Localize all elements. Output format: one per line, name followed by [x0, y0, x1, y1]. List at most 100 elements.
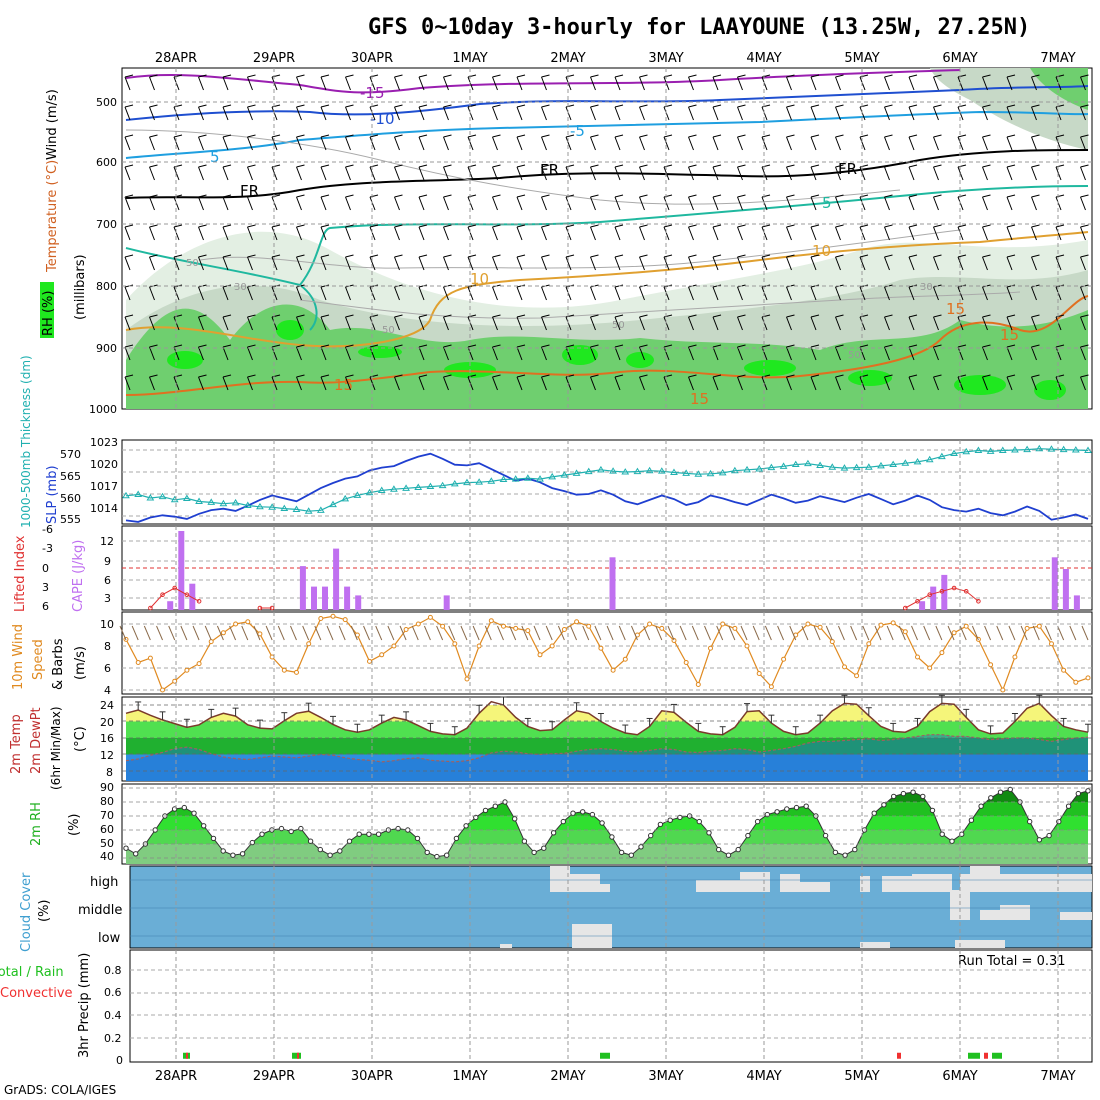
wind-barb-flag — [933, 254, 942, 258]
wind-barb — [639, 376, 645, 391]
wind-barb-flag — [786, 104, 795, 108]
wind-barb-flag — [541, 254, 550, 258]
rh-point — [745, 832, 751, 839]
wind-barb — [614, 286, 621, 301]
wind-barb-flag — [320, 74, 330, 78]
surface-wind-barb — [959, 625, 967, 641]
wind-barb — [394, 76, 400, 91]
wind-barb-flag — [884, 134, 893, 138]
wind-barb — [198, 316, 204, 331]
surface-wind-barb — [570, 625, 578, 641]
wind-barb — [933, 256, 939, 271]
cape-ytick: 9 — [104, 555, 111, 568]
wind-barb-flag — [418, 74, 428, 78]
precip-ytick: 0.2 — [104, 1032, 122, 1045]
wind-barb-flag — [1055, 254, 1065, 258]
thickness-marker — [1047, 445, 1056, 452]
rh-point — [453, 835, 460, 842]
wind-barb-flag — [149, 74, 158, 78]
surface-wind-barb — [168, 625, 176, 641]
wind-barb — [149, 76, 155, 91]
thickness-marker — [597, 465, 605, 473]
wind-barb-flag — [198, 224, 207, 228]
chart-title: GFS 0~10day 3-hourly for LAAYOUNE (13.25… — [368, 15, 1030, 40]
rh-point — [512, 816, 518, 822]
wind-barb — [222, 346, 229, 361]
run-total: Run Total = 0.31 — [958, 954, 1066, 969]
wind-barb — [516, 256, 523, 271]
thickness-marker — [207, 498, 216, 505]
wind-barb-flag — [712, 224, 722, 228]
wind-barb — [1031, 76, 1037, 91]
wind-barb — [786, 346, 792, 361]
wind-barb — [541, 76, 547, 91]
wind-barb-flag — [394, 134, 403, 138]
wind-barb-flag — [982, 74, 991, 78]
wind-barb — [590, 316, 596, 331]
wind-barb-flag — [933, 164, 942, 168]
wind-barb — [418, 256, 425, 271]
temp-units: (°C) — [73, 726, 88, 752]
wind-barb-flag — [124, 104, 134, 108]
wind-barb-flag — [737, 164, 746, 168]
wind-barb-flag — [712, 314, 722, 318]
wind-barb-flag — [859, 164, 869, 168]
cloud-units: (%) — [37, 900, 52, 923]
surface-wind-barb — [752, 625, 760, 641]
wind-barb — [124, 256, 131, 271]
rh-bright-cell — [276, 320, 304, 340]
wind-barb-flag — [1080, 104, 1089, 108]
wind-barb — [761, 226, 768, 241]
wind-barb-flag — [639, 344, 648, 348]
wind-barb — [908, 166, 915, 181]
wind-barb-flag — [173, 194, 183, 198]
wind-speed-point — [708, 645, 713, 651]
wind-barb — [712, 346, 719, 361]
cloud-block — [860, 876, 870, 892]
rh-point — [784, 806, 790, 812]
thickness-marker — [791, 460, 800, 468]
wind-barb-flag — [271, 224, 281, 228]
wind-barb-flag — [149, 134, 158, 138]
rh-point — [444, 852, 450, 858]
thickness-marker — [523, 474, 532, 481]
surface-wind-barb — [740, 625, 748, 641]
wind-barb — [149, 346, 155, 361]
wind-barb — [933, 136, 939, 151]
wind-speed-point — [525, 628, 531, 634]
wind-barb-flag — [810, 254, 820, 258]
wind-barb — [1055, 256, 1062, 271]
wind-barb-flag — [443, 254, 452, 258]
wind-speed-point — [294, 669, 299, 675]
thickness-marker — [743, 465, 751, 473]
wind-barb-flag — [418, 164, 428, 168]
wind-speed-point — [427, 614, 433, 620]
wind-barb-flag — [712, 254, 722, 258]
wind-speed-point — [951, 630, 957, 636]
wind-barb-flag — [614, 194, 624, 198]
wind-barb-flag — [418, 314, 428, 318]
cape-bar — [355, 595, 362, 610]
thickness-marker — [670, 468, 678, 475]
wind-barb-flag — [982, 254, 991, 258]
wind-barb-flag — [198, 314, 207, 318]
wind-barb — [418, 316, 425, 331]
wind-barb-flag — [1080, 344, 1089, 348]
wind-barb — [884, 136, 890, 151]
contour-label: 15 — [1000, 326, 1019, 344]
surface-wind-barb — [1081, 625, 1089, 641]
thickness-marker — [852, 463, 861, 471]
wind-barb-flag — [663, 374, 673, 378]
wind-barb-flag — [418, 134, 428, 138]
wind-speed-point — [160, 687, 165, 693]
wind-barb-flag — [541, 74, 550, 78]
wind-barb-flag — [712, 344, 722, 348]
wind-speed-point — [829, 639, 835, 645]
bottom-date-label: 29APR — [253, 1069, 295, 1084]
rh-point — [191, 810, 197, 816]
wind-barb — [688, 76, 694, 91]
wind-barb-flag — [369, 344, 379, 348]
wind-barb — [247, 286, 253, 301]
precip-bar — [292, 1052, 301, 1059]
wind-barb — [247, 136, 253, 151]
